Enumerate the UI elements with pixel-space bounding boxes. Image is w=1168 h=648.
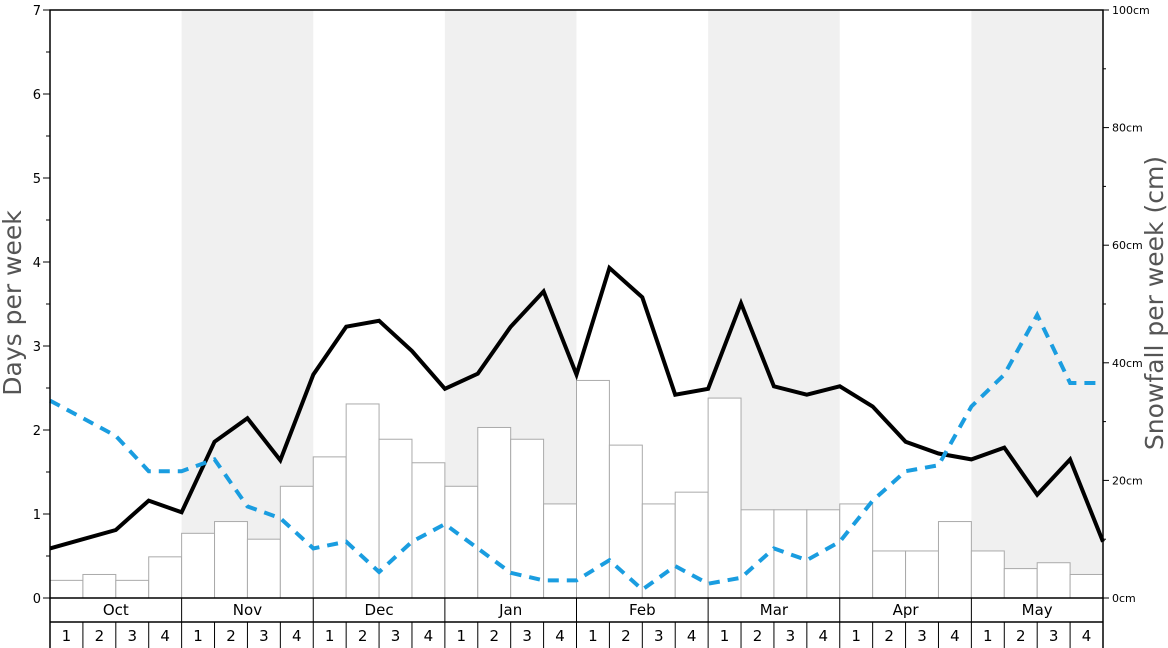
snowfall-bar [115,579,150,599]
snowfall-bar [378,438,413,599]
left-tick-label: 7 [33,4,41,19]
month-label: May [1022,601,1053,619]
week-label: 3 [786,627,796,645]
week-label: 3 [654,627,664,645]
snowfall-bar [49,579,84,599]
week-label: 4 [687,627,697,645]
week-label: 3 [259,627,269,645]
snowfall-bar [806,509,841,599]
left-axis-ticks: 0 1 2 3 4 5 6 7 [33,4,50,607]
left-tick-label: 1 [33,508,41,523]
snowfall-bar [707,397,742,599]
month-label: Mar [760,601,789,619]
snowfall-bar [937,521,972,599]
snowfall-bar [279,485,314,599]
week-label: 1 [62,627,72,645]
week-label: 2 [226,627,236,645]
month-label: Feb [629,601,656,619]
week-label: 1 [193,627,203,645]
snowfall-bar [148,556,183,599]
right-tick-label: 60cm [1112,239,1143,252]
week-label: 1 [588,627,598,645]
snowfall-bar [82,573,117,599]
snowfall-bar [674,491,709,599]
month-label: Nov [233,601,262,619]
solid-line [49,264,1105,551]
right-tick-label: 40cm [1112,357,1143,370]
left-tick-label: 0 [33,592,41,607]
week-label: 3 [1049,627,1059,645]
snowfall-bar [543,503,577,599]
snowfall-bar [773,509,808,599]
week-label-row: 1 2 3 4 1 2 3 4 1 2 3 4 1 2 3 4 1 2 3 4 1 2 3 4 1 2 3 4 1 2 3 4 [49,622,1104,648]
month-shading [181,10,1103,598]
snowfall-bar [312,456,347,599]
week-label: 2 [621,627,631,645]
week-label: 4 [292,627,302,645]
left-tick-label: 2 [33,424,41,439]
week-label: 3 [391,627,401,645]
snowfall-bar [477,426,512,599]
left-tick-label: 3 [33,340,41,355]
week-label: 2 [1016,627,1026,645]
week-label: 4 [424,627,434,645]
week-label: 2 [753,627,763,645]
dashed-line [49,310,1103,593]
left-tick-label: 5 [33,172,41,187]
week-label: 2 [884,627,894,645]
week-label: 1 [720,627,730,645]
week-label: 2 [358,627,368,645]
right-tick-label: 20cm [1112,474,1143,487]
right-axis-ticks: 0cm 20cm 40cm 60cm 80cm 100cm [1103,4,1150,605]
week-label: 4 [819,627,829,645]
right-tick-label: 100cm [1112,4,1150,17]
month-label: Jan [498,601,522,619]
right-axis-title: Snowfall per week (cm) [1140,156,1168,450]
day-lines [49,264,1105,593]
snowfall-bar [181,532,216,599]
week-label: 2 [489,627,499,645]
left-tick-label: 6 [33,88,41,103]
week-label: 3 [127,627,137,645]
month-label-row: Oct Nov Dec Jan Feb Mar Apr May [49,598,1104,623]
snowfall-bar [246,538,281,599]
week-label: 4 [160,627,170,645]
month-label: Apr [893,601,920,619]
snowfall-bar [1003,568,1038,599]
snowfall-bar [411,462,446,599]
week-label: 1 [457,627,467,645]
snowfall-bar [1069,573,1104,599]
snowfall-bar [510,438,545,599]
week-label: 1 [851,627,861,645]
week-label: 4 [1082,627,1092,645]
left-axis-title: Days per week [0,210,27,396]
week-label: 3 [522,627,532,645]
snowfall-bar [970,550,1005,599]
right-tick-label: 80cm [1112,122,1143,135]
right-tick-label: 0cm [1112,592,1136,605]
week-label: 3 [917,627,927,645]
snowfall-bar [740,509,775,599]
week-label: 4 [950,627,960,645]
week-label: 1 [983,627,993,645]
left-tick-label: 4 [33,256,41,271]
snowfall-bar [905,550,939,599]
snowfall-bar [1036,562,1071,599]
week-label: 2 [95,627,105,645]
snowfall-bar [641,503,676,599]
week-label: 4 [555,627,565,645]
snowfall-bar [214,521,248,599]
shade-may [971,10,1103,598]
snowfall-bar [608,444,643,599]
snowfall-bar [872,550,907,599]
month-label: Dec [365,601,394,619]
week-label: 1 [325,627,335,645]
month-label: Oct [103,601,129,619]
snowfall-bar [444,485,479,599]
